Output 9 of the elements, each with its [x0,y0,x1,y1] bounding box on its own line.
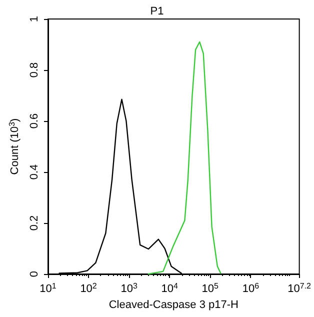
y-tick-label: 0.4 [28,164,40,180]
chart-title: P1 [150,6,164,18]
y-tick-label: 0.8 [28,62,40,78]
y-tick-label: 0.2 [28,215,40,231]
y-tick-label: 1 [28,16,40,22]
x-axis-title: Cleaved-Caspase 3 p17-H [108,298,239,311]
y-tick-label: 0 [28,270,40,278]
y-axis-title: Count (103) [8,118,21,175]
y-tick-label: 0.6 [28,113,40,129]
